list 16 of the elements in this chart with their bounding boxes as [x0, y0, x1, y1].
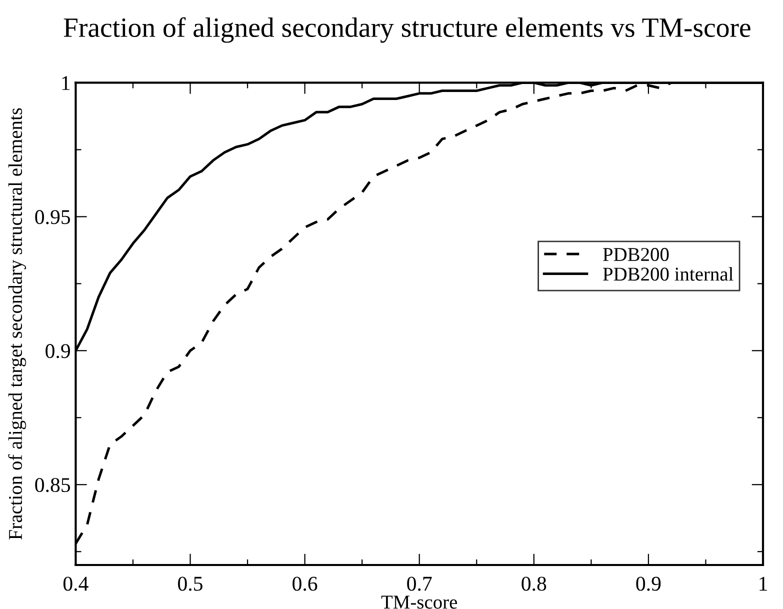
x-tick-label: 0.4	[63, 576, 88, 591]
x-tick-label: 0.8	[522, 576, 546, 591]
x-tick-label: 0.6	[292, 576, 318, 591]
chart-title: Fraction of aligned secondary structure elements vs TM-score	[64, 17, 750, 43]
x-tick-label: 1	[760, 576, 767, 591]
y-tick-label: 0.95	[35, 210, 70, 224]
legend-label: PDB200	[603, 248, 669, 262]
y-tick-label: 0.85	[35, 478, 70, 492]
x-axis-title: TM-score	[381, 596, 458, 609]
x-tick-label: 0.9	[636, 576, 661, 591]
x-tick-label: 0.5	[178, 576, 202, 591]
y-axis-title: Fraction of aligned target secondary structural elements	[8, 108, 26, 540]
y-tick-label: 1	[62, 76, 70, 90]
legend-label: PDB200 internal	[603, 267, 734, 281]
y-tick-label: 0.9	[46, 344, 70, 358]
x-tick-label: 0.7	[407, 576, 432, 591]
